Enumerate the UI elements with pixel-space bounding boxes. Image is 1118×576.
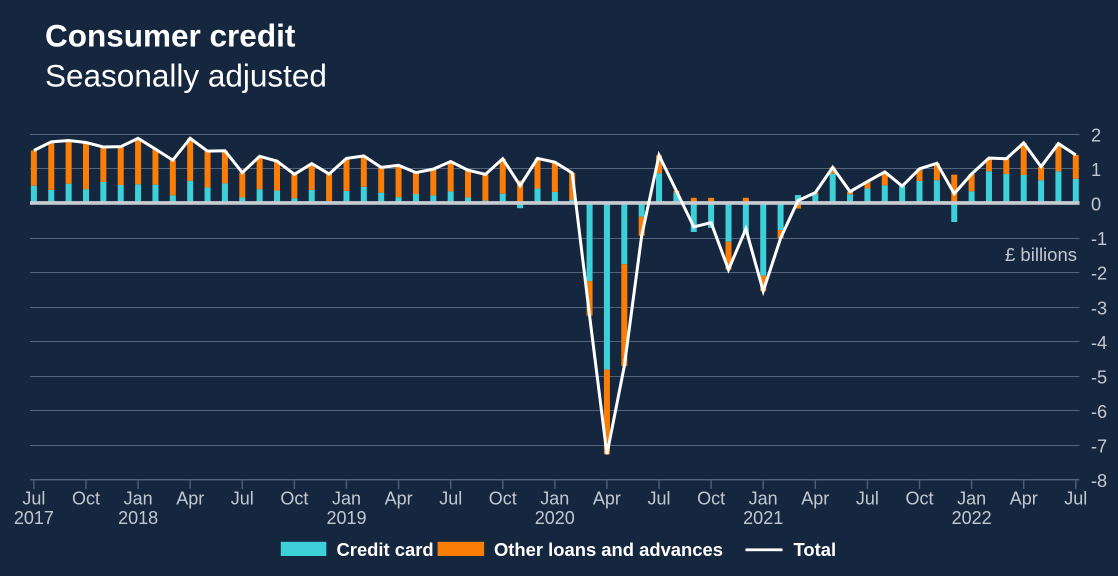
- svg-text:Other loans and advances: Other loans and advances: [494, 539, 723, 560]
- svg-text:2017: 2017: [14, 508, 54, 528]
- svg-text:Jul: Jul: [22, 489, 45, 509]
- svg-text:2018: 2018: [118, 508, 158, 528]
- svg-text:Jan: Jan: [957, 489, 986, 509]
- svg-text:Jul: Jul: [439, 489, 462, 509]
- svg-text:-8: -8: [1091, 471, 1107, 491]
- svg-text:Oct: Oct: [697, 489, 725, 509]
- svg-text:Oct: Oct: [72, 489, 100, 509]
- svg-text:Credit card: Credit card: [337, 539, 434, 560]
- svg-text:-6: -6: [1091, 402, 1107, 422]
- svg-text:Apr: Apr: [801, 489, 829, 509]
- svg-text:-2: -2: [1091, 264, 1107, 284]
- svg-text:Consumer credit: Consumer credit: [45, 18, 296, 54]
- svg-text:Oct: Oct: [280, 489, 308, 509]
- svg-text:0: 0: [1091, 195, 1101, 215]
- svg-text:2: 2: [1091, 126, 1101, 146]
- svg-text:-4: -4: [1091, 333, 1107, 353]
- svg-text:Jan: Jan: [124, 489, 153, 509]
- svg-text:Jul: Jul: [1064, 489, 1087, 509]
- svg-text:2020: 2020: [535, 508, 575, 528]
- svg-text:Oct: Oct: [489, 489, 517, 509]
- svg-text:-1: -1: [1091, 229, 1107, 249]
- svg-text:Jan: Jan: [540, 489, 569, 509]
- svg-text:Apr: Apr: [1010, 489, 1038, 509]
- svg-text:£ billions: £ billions: [1005, 244, 1077, 265]
- svg-text:2022: 2022: [952, 508, 992, 528]
- svg-text:Jul: Jul: [856, 489, 879, 509]
- svg-text:Jul: Jul: [231, 489, 254, 509]
- svg-text:Total: Total: [794, 539, 837, 560]
- svg-text:Seasonally adjusted: Seasonally adjusted: [45, 58, 327, 94]
- svg-text:2021: 2021: [743, 508, 783, 528]
- svg-text:2019: 2019: [326, 508, 366, 528]
- svg-text:Apr: Apr: [176, 489, 204, 509]
- svg-text:Jan: Jan: [749, 489, 778, 509]
- svg-text:Jul: Jul: [647, 489, 670, 509]
- svg-text:1: 1: [1091, 160, 1101, 180]
- svg-text:-7: -7: [1091, 437, 1107, 457]
- svg-text:Jan: Jan: [332, 489, 361, 509]
- svg-text:-5: -5: [1091, 367, 1107, 387]
- svg-text:Apr: Apr: [385, 489, 413, 509]
- svg-text:Apr: Apr: [593, 489, 621, 509]
- svg-text:-3: -3: [1091, 298, 1107, 318]
- svg-text:Oct: Oct: [905, 489, 933, 509]
